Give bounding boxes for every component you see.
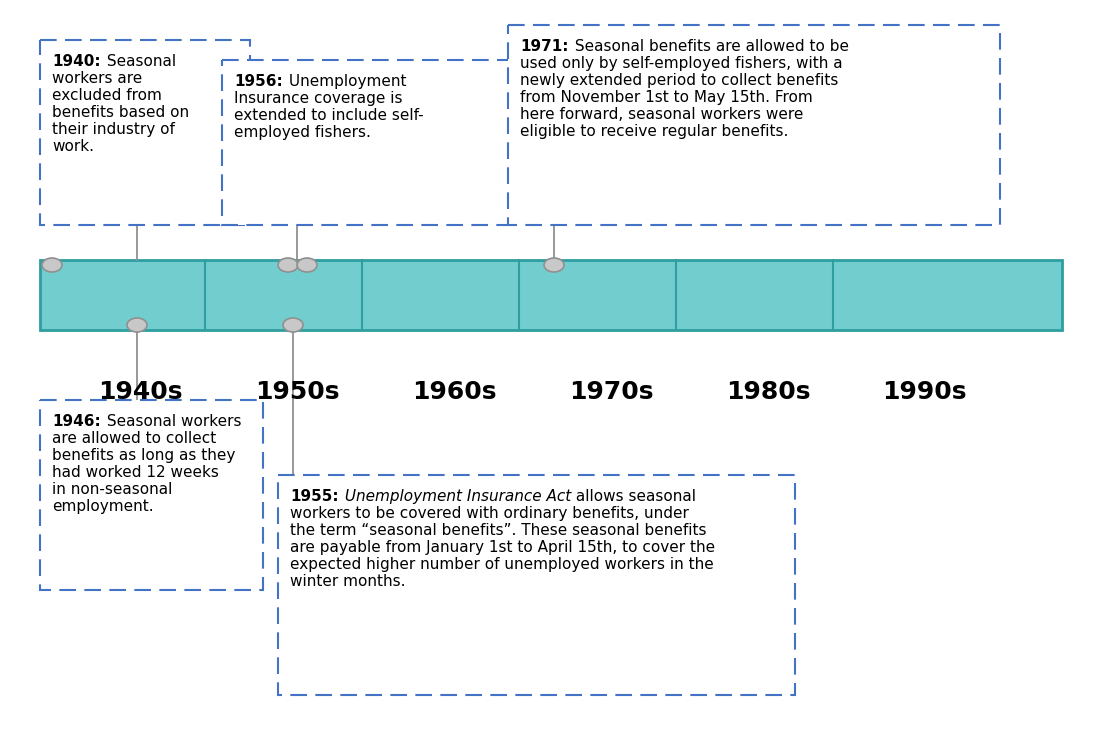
Ellipse shape — [42, 258, 62, 272]
Text: the term “seasonal benefits”. These seasonal benefits: the term “seasonal benefits”. These seas… — [290, 523, 706, 538]
Text: 1971:: 1971: — [520, 39, 569, 54]
Ellipse shape — [283, 318, 303, 332]
Text: Insurance coverage is: Insurance coverage is — [234, 91, 402, 106]
Bar — [508, 25, 1000, 225]
Text: 1980s: 1980s — [726, 380, 810, 404]
Text: are allowed to collect: are allowed to collect — [52, 431, 216, 446]
Text: 1946:: 1946: — [52, 414, 100, 429]
Ellipse shape — [544, 258, 564, 272]
Text: 1960s: 1960s — [412, 380, 496, 404]
Text: eligible to receive regular benefits.: eligible to receive regular benefits. — [520, 124, 788, 139]
Text: 1940s: 1940s — [98, 380, 182, 404]
Text: from November 1st to May 15th. From: from November 1st to May 15th. From — [520, 90, 813, 105]
Bar — [40, 400, 263, 590]
Text: allows seasonal: allows seasonal — [571, 489, 695, 504]
Ellipse shape — [127, 318, 147, 332]
Text: Unemployment Insurance Act: Unemployment Insurance Act — [339, 489, 571, 504]
Text: work.: work. — [52, 139, 94, 154]
Text: employment.: employment. — [52, 499, 153, 515]
Text: Seasonal workers: Seasonal workers — [101, 414, 241, 429]
Text: benefits as long as they: benefits as long as they — [52, 448, 236, 463]
Text: used only by self-employed fishers, with a: used only by self-employed fishers, with… — [520, 56, 843, 71]
Text: excluded from: excluded from — [52, 88, 162, 103]
Text: had worked 12 weeks: had worked 12 weeks — [52, 465, 219, 480]
Text: 1956:: 1956: — [234, 74, 283, 89]
Text: employed fishers.: employed fishers. — [234, 126, 371, 140]
Text: benefits based on: benefits based on — [52, 105, 190, 120]
Text: Seasonal: Seasonal — [101, 54, 175, 69]
Bar — [40, 40, 250, 225]
Text: 1950s: 1950s — [255, 380, 339, 404]
Text: newly extended period to collect benefits: newly extended period to collect benefit… — [520, 73, 839, 88]
Bar — [222, 60, 510, 225]
Text: workers to be covered with ordinary benefits, under: workers to be covered with ordinary bene… — [290, 506, 689, 521]
Text: workers are: workers are — [52, 71, 142, 86]
Bar — [278, 475, 795, 695]
Text: expected higher number of unemployed workers in the: expected higher number of unemployed wor… — [290, 557, 714, 573]
Ellipse shape — [298, 258, 317, 272]
Text: 1955:: 1955: — [290, 489, 338, 504]
Text: in non-seasonal: in non-seasonal — [52, 482, 172, 497]
Text: 1970s: 1970s — [569, 380, 653, 404]
Text: Seasonal benefits are allowed to be: Seasonal benefits are allowed to be — [570, 39, 849, 54]
Text: extended to include self-: extended to include self- — [234, 108, 423, 123]
Ellipse shape — [278, 258, 298, 272]
Text: 1940:: 1940: — [52, 54, 100, 69]
Text: winter months.: winter months. — [290, 574, 406, 589]
Text: Unemployment: Unemployment — [283, 74, 407, 89]
Text: their industry of: their industry of — [52, 122, 175, 137]
Text: are payable from January 1st to April 15th, to cover the: are payable from January 1st to April 15… — [290, 540, 715, 555]
Bar — [40, 260, 1062, 330]
Text: here forward, seasonal workers were: here forward, seasonal workers were — [520, 107, 803, 122]
Text: 1990s: 1990s — [882, 380, 966, 404]
